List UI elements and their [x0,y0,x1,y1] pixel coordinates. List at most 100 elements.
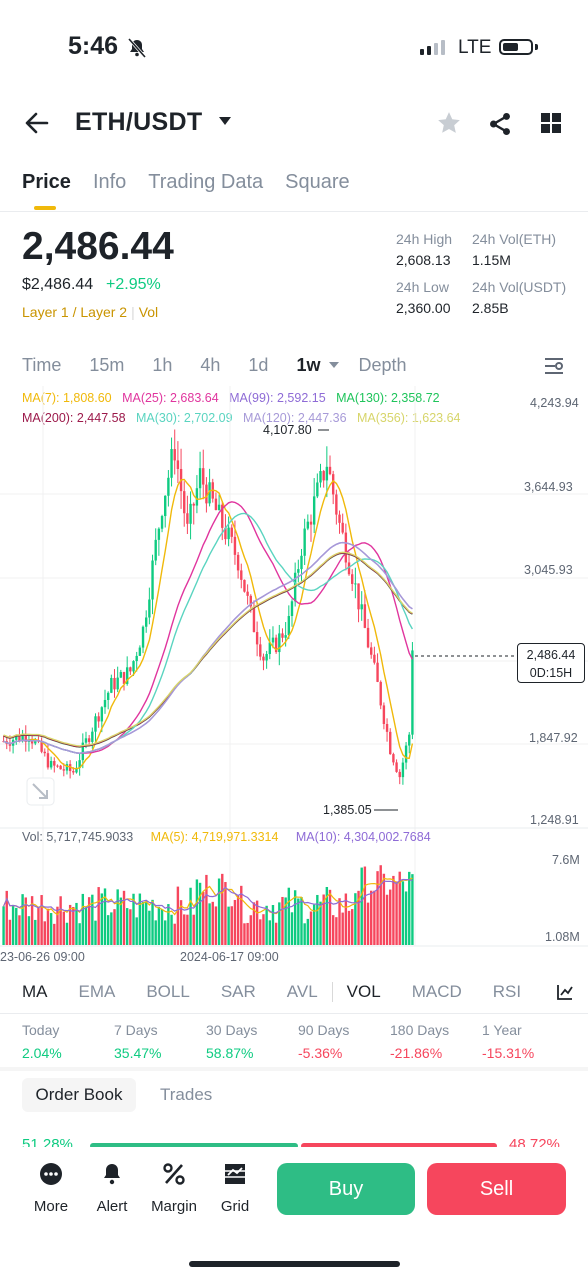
tag-vol[interactable]: Vol [138,304,159,320]
nav-grid[interactable]: Grid [209,1162,261,1215]
perf-7d: 7 Days 35.47% [114,1022,162,1061]
tab-trading-data[interactable]: Trading Data [148,171,264,193]
candle-body [160,516,164,529]
volume-bar [198,882,202,945]
perf-1y: 1 Year -15.31% [482,1022,535,1061]
price-axis-label: 3,644.93 [524,480,573,494]
candle-body [183,491,186,514]
high-annotation: 4,107.80 [263,423,312,437]
volume-bar [8,919,12,945]
tab-square[interactable]: Square [285,171,350,193]
pair-selector[interactable]: ETH/USDT [75,108,203,136]
timeframe-bar: Time 15m 1h 4h 1d 1w Depth [22,355,435,376]
more-dots-icon [40,1163,62,1185]
category-tags: Layer 1 / Layer 2 | Vol [22,304,159,320]
candle-body [401,762,405,778]
ind-avl[interactable]: AVL [286,982,318,1001]
vol-eth-value: 1.15M [472,252,511,268]
tf-1h[interactable]: 1h [152,355,173,375]
grid-layout-icon[interactable] [540,112,562,134]
collapse-arrow-icon[interactable] [26,777,55,806]
volume-axis-label: 1.08M [545,930,580,944]
volume-bar [335,917,338,945]
candle-body [59,765,62,770]
share-icon[interactable] [487,111,513,137]
ind-ema[interactable]: EMA [78,982,116,1001]
volume-bar [347,910,351,945]
volume-bar [287,887,291,945]
candle-body [56,765,59,767]
volume-bar [255,900,259,945]
volume-bar [268,920,271,945]
candle-body [233,536,237,555]
tf-4h[interactable]: 4h [200,355,221,375]
tab-indicator [34,206,56,210]
buy-button[interactable]: Buy [277,1163,415,1215]
chart-settings-icon[interactable] [543,356,565,376]
star-icon[interactable] [436,110,462,136]
candle-body [274,637,278,653]
tab-trades[interactable]: Trades [160,1085,213,1104]
candle-body [306,521,310,529]
candle-body [230,527,233,537]
ma-line [3,501,414,754]
network-label: LTE [458,37,492,58]
caret-down-icon[interactable] [218,116,232,126]
tf-time[interactable]: Time [22,355,62,375]
candle-body [255,632,259,645]
tf-depth[interactable]: Depth [358,355,407,375]
volume-bar [338,898,341,945]
volume-bar [316,894,319,945]
candle-body [389,731,392,755]
tab-price[interactable]: Price [22,171,71,193]
volume-bar [293,890,297,945]
volume-bar [94,920,97,945]
perf-180d: 180 Days -21.86% [390,1022,450,1061]
tf-15m[interactable]: 15m [89,355,125,375]
volume-bar [385,894,389,945]
volume-bar [119,897,123,945]
candlestick-chart[interactable] [0,386,588,966]
ind-boll[interactable]: BOLL [146,982,190,1001]
candle-body [300,555,303,570]
tf-caret-icon[interactable] [328,360,340,370]
sell-button[interactable]: Sell [427,1163,566,1215]
current-price-box[interactable]: 2,486.44 0D:15H [517,643,585,683]
back-arrow-icon[interactable] [24,111,50,135]
ind-sar[interactable]: SAR [220,982,256,1001]
candle-body [217,504,221,511]
tab-order-book[interactable]: Order Book [22,1078,136,1112]
nav-margin[interactable]: Margin [148,1162,200,1215]
candle-body [303,528,306,556]
candle-body [198,468,202,489]
candle-body [249,595,252,607]
tag-layer[interactable]: Layer 1 / Layer 2 [22,304,128,320]
volume-bar [167,904,170,945]
ma-line [3,541,413,754]
candle-body [395,762,398,772]
nav-alert[interactable]: Alert [86,1162,138,1215]
tab-info[interactable]: Info [92,171,127,193]
ma-line [3,551,413,747]
candle-body [398,771,401,778]
candle-body [268,642,271,655]
candle-body [189,503,192,524]
volume-bar [392,875,395,945]
candle-body [141,626,145,648]
signal-icon [420,40,445,55]
ind-macd[interactable]: MACD [411,982,462,1001]
indicator-tabs: MA EMA BOLL SAR AVL VOL MACD RSI KD [22,982,588,1002]
volume-ma10-label: MA(10): 4,304,002.7684 [295,830,431,844]
candle-body [243,579,246,592]
candle-body [278,633,281,653]
volume-bar [34,919,37,945]
nav-more[interactable]: More [25,1162,77,1215]
tf-1d[interactable]: 1d [248,355,269,375]
indicator-settings-icon[interactable] [556,983,574,1001]
tf-1w[interactable]: 1w [296,355,321,375]
ind-vol[interactable]: VOL [331,982,381,1002]
ind-ma[interactable]: MA [22,982,48,1001]
candle-body [87,738,91,742]
ind-rsi[interactable]: RSI [492,982,522,1001]
vol-usdt-label: 24h Vol(USDT) [472,279,567,295]
